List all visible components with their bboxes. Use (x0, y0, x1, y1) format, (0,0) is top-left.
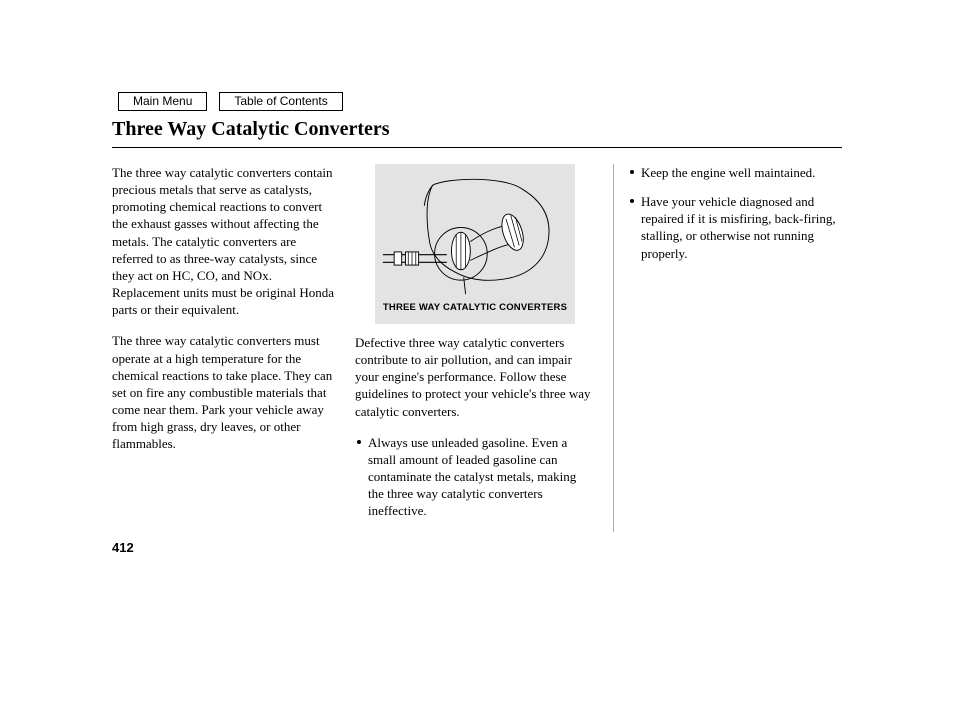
table-of-contents-button[interactable]: Table of Contents (219, 92, 342, 111)
page-number: 412 (112, 540, 134, 555)
column-1: The three way catalytic converters conta… (112, 164, 337, 532)
list-item: Always use unleaded gasoline. Even a sma… (355, 434, 595, 520)
content-columns: The three way catalytic converters conta… (112, 164, 853, 532)
list-item: Have your vehicle diagnosed and repaired… (628, 193, 853, 262)
bullet-icon (357, 440, 361, 444)
diagram-caption: THREE WAY CATALYTIC CONVERTERS (381, 302, 569, 315)
heading-row: Three Way Catalytic Converters (112, 118, 842, 148)
column-2: THREE WAY CATALYTIC CONVERTERS Defective… (355, 164, 595, 532)
bullet-icon (630, 170, 634, 174)
paragraph: Defective three way catalytic converters… (355, 334, 595, 420)
paragraph: The three way catalytic converters conta… (112, 164, 337, 318)
bullet-text: Have your vehicle diagnosed and repaired… (641, 193, 853, 262)
page-title: Three Way Catalytic Converters (112, 118, 842, 141)
column-3: Keep the engine well maintained. Have yo… (613, 164, 853, 532)
manual-page: Main Menu Table of Contents Three Way Ca… (0, 0, 954, 710)
main-menu-button[interactable]: Main Menu (118, 92, 207, 111)
list-item: Keep the engine well maintained. (628, 164, 853, 181)
diagram-box: THREE WAY CATALYTIC CONVERTERS (375, 164, 575, 324)
bullet-icon (630, 199, 634, 203)
paragraph: The three way catalytic converters must … (112, 332, 337, 452)
bullet-text: Always use unleaded gasoline. Even a sma… (368, 434, 595, 520)
top-nav: Main Menu Table of Contents (118, 92, 343, 111)
catalytic-converter-diagram-icon (381, 170, 569, 300)
bullet-text: Keep the engine well maintained. (641, 164, 853, 181)
